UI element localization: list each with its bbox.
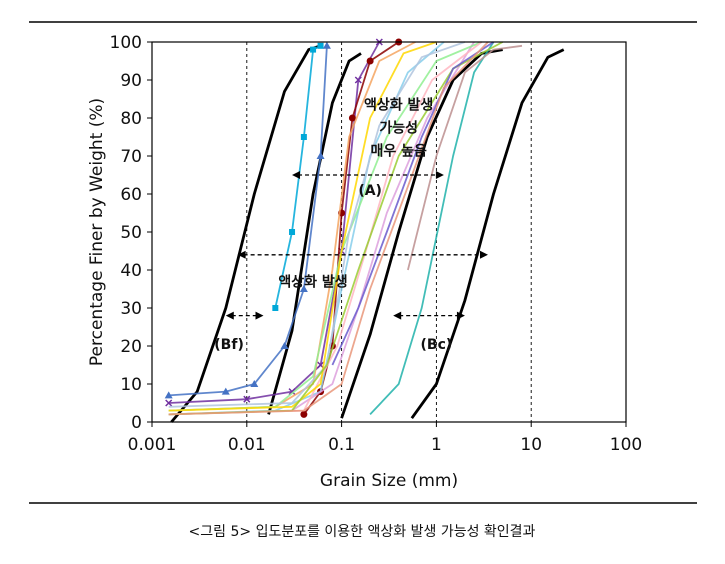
data-point [310, 46, 317, 53]
series-line [407, 44, 523, 271]
range-arrow-head [225, 311, 234, 320]
annotation-label: 매우 높음 [370, 143, 427, 159]
x-axis-ticks: 0.001 0.01 0.1 1 10 100 [128, 422, 642, 455]
series-line [331, 41, 494, 366]
series-line [369, 41, 495, 416]
boundary-curve [410, 48, 565, 420]
range-arrow-head [237, 250, 246, 259]
data-point [243, 395, 251, 403]
data-point [221, 387, 230, 395]
range-arrow-head [255, 311, 264, 320]
series-line [168, 41, 466, 408]
data-point [272, 305, 279, 311]
series-line [168, 41, 437, 412]
range-arrow-head [479, 250, 488, 259]
series-line [168, 41, 489, 416]
y-tick-label: 60 [120, 185, 142, 205]
y-tick-label: 10 [120, 375, 142, 395]
data-point [354, 76, 362, 84]
y-tick-label: 0 [131, 413, 142, 433]
data-point [322, 41, 331, 49]
data-point [300, 410, 308, 418]
x-tick-label: 1 [431, 435, 442, 455]
y-tick-label: 90 [120, 71, 142, 91]
data-point [289, 229, 296, 235]
data-point [348, 114, 356, 122]
y-tick-label: 20 [120, 337, 142, 357]
boundary-curves [170, 44, 565, 423]
x-tick-label: 10 [520, 435, 542, 455]
annotation-label: 가능성 [379, 121, 418, 137]
annotation-label: (Bf) [214, 337, 244, 353]
annotation-label: 액상화 발생 [278, 273, 347, 290]
y-tick-label: 80 [120, 109, 142, 129]
boundary-curve [170, 44, 322, 423]
range-arrows [225, 171, 488, 320]
data-point [316, 152, 325, 159]
data-point [300, 134, 307, 140]
data-point [317, 42, 324, 49]
x-axis-label: Grain Size (mm) [320, 471, 458, 491]
data-point [164, 391, 173, 399]
y-axis-label: Percentage Finer by Weight (%) [87, 98, 107, 366]
data-series [164, 38, 523, 418]
boundary-curve [267, 52, 362, 415]
y-axis-ticks: 0 10 20 30 40 50 60 70 80 90 100 [110, 33, 152, 433]
x-tick-label: 0.001 [128, 435, 177, 455]
data-point [288, 388, 296, 396]
y-tick-label: 30 [120, 299, 142, 319]
range-arrow-head [393, 311, 402, 320]
x-tick-label: 0.01 [228, 435, 266, 455]
x-tick-label: 100 [610, 435, 642, 455]
range-arrow-head [435, 171, 444, 179]
data-point [366, 57, 374, 65]
annotation-label: (A) [358, 183, 382, 199]
y-tick-label: 50 [120, 223, 142, 243]
y-tick-label: 70 [120, 147, 142, 167]
data-point [250, 380, 259, 387]
data-point [280, 342, 289, 349]
x-tick-label: 0.1 [328, 435, 355, 455]
y-tick-label: 40 [120, 261, 142, 281]
annotation-label: 액상화 발생 [364, 97, 433, 114]
data-point [299, 285, 308, 292]
y-tick-label: 100 [110, 33, 142, 53]
range-arrow-head [292, 171, 301, 179]
annotation-label: (Bc) [421, 337, 453, 353]
data-point [165, 399, 173, 407]
range-arrow-head [456, 311, 465, 320]
figure-caption: <그림 5> 입도분포를 이용한 액상화 발생 가능성 확인결과 [189, 524, 536, 540]
